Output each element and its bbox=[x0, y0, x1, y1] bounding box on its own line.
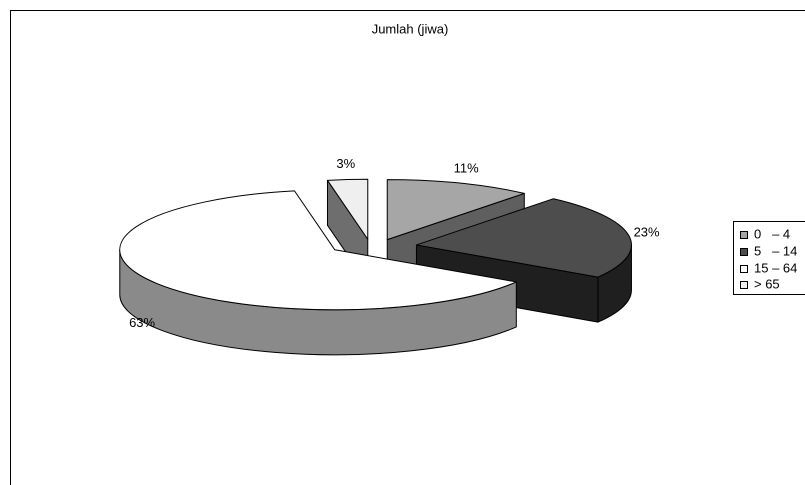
chart-title: Jumlah (jiwa) bbox=[372, 21, 449, 36]
legend-swatch bbox=[740, 231, 748, 239]
pie-slices bbox=[119, 178, 632, 356]
slice-top-face bbox=[119, 190, 517, 311]
legend-box bbox=[733, 221, 805, 295]
data-label-1: 11% bbox=[454, 161, 479, 176]
chart-area-border bbox=[10, 10, 805, 485]
legend-swatch bbox=[740, 248, 748, 256]
data-label-2: 23% bbox=[634, 225, 660, 240]
legend-label: 0 – 4 bbox=[754, 226, 790, 241]
legend-label: > 65 bbox=[754, 276, 780, 291]
legend: 0 – 4 5 – 14 15 – 64 > 65 bbox=[733, 221, 805, 295]
slice-top-face bbox=[415, 198, 632, 278]
legend-label: 5 – 14 bbox=[754, 243, 797, 258]
data-labels: 11% 23% 63% 3% bbox=[129, 156, 660, 330]
legend-item-2: 5 – 14 bbox=[740, 243, 797, 258]
legend-swatch bbox=[740, 265, 748, 273]
legend-item-3: 15 – 64 bbox=[740, 260, 797, 275]
slice-top-face bbox=[386, 179, 525, 241]
slice-top-face bbox=[326, 178, 369, 240]
data-label-3: 63% bbox=[129, 315, 155, 330]
legend-label: 15 – 64 bbox=[754, 260, 797, 275]
legend-swatch bbox=[740, 281, 748, 289]
data-label-4: 3% bbox=[336, 156, 355, 171]
legend-item-1: 0 – 4 bbox=[740, 226, 790, 241]
legend-item-4: > 65 bbox=[740, 276, 780, 291]
pie-slice-3 bbox=[119, 190, 517, 356]
